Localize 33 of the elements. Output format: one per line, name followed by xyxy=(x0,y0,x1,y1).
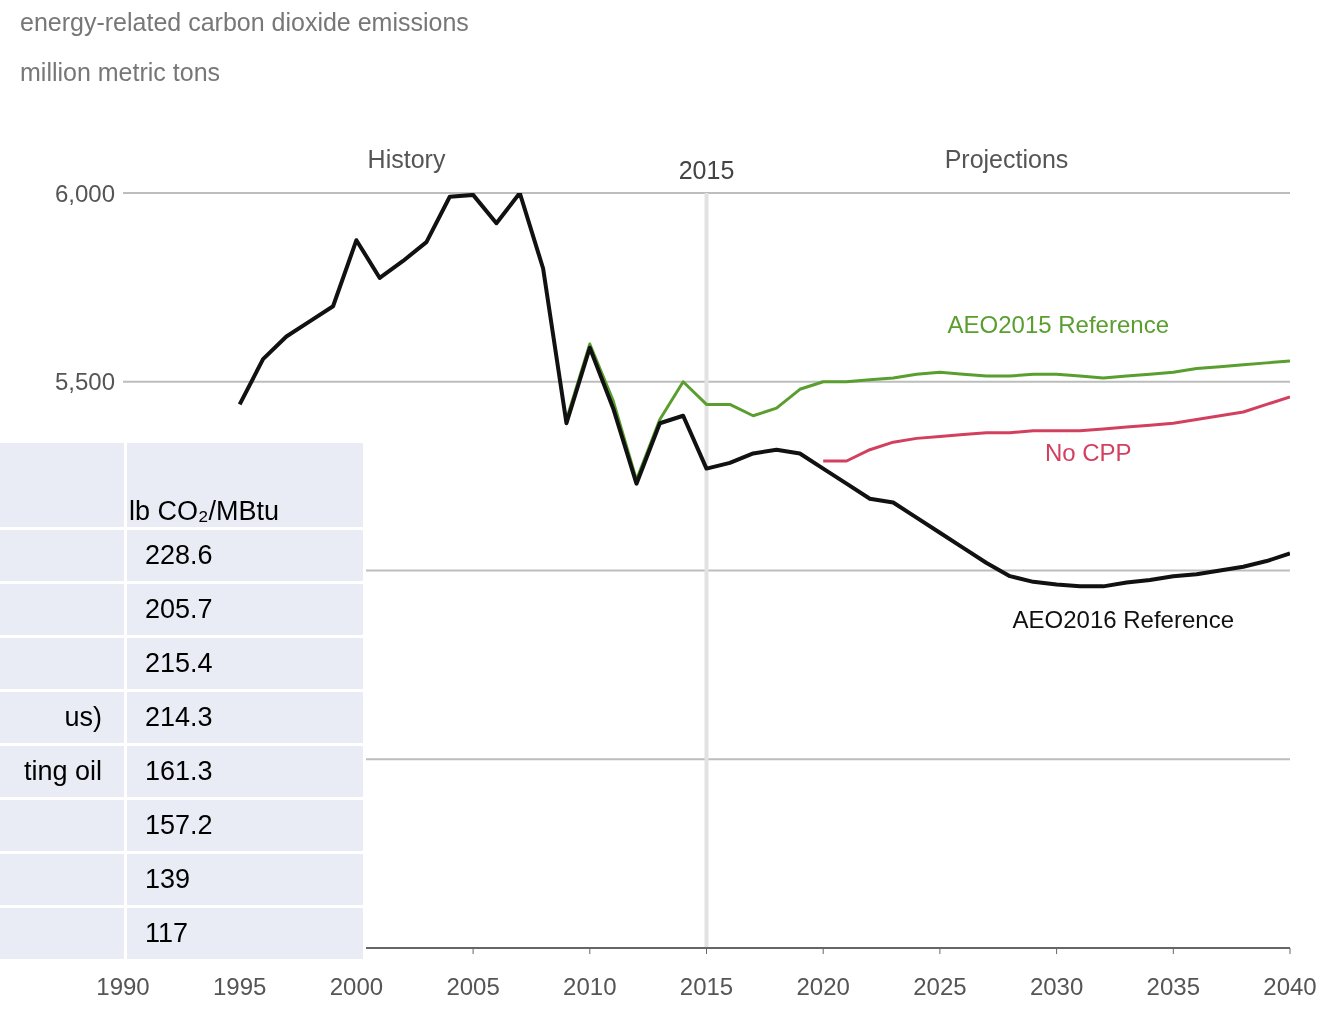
x-tick-label: 1995 xyxy=(213,973,267,1001)
x-tick-label: 2015 xyxy=(679,973,734,1001)
x-tick-label: 2025 xyxy=(913,973,967,1001)
y-tick-label: 5,500 xyxy=(54,368,115,396)
x-tick-label: 2035 xyxy=(1146,973,1200,1001)
x-tick-label: 2030 xyxy=(1029,973,1084,1001)
chart-title: energy-related carbon dioxide emissions xyxy=(20,8,469,37)
data-label: 117 xyxy=(127,908,363,959)
category-label: us) xyxy=(0,692,124,743)
x-tick-label: 2000 xyxy=(329,973,384,1001)
text: History xyxy=(367,145,446,173)
data-label: 157.2 xyxy=(127,800,363,851)
line-series xyxy=(821,395,1290,463)
x-tick-label: 2010 xyxy=(563,973,617,1001)
x-tick-label: 2040 xyxy=(1263,973,1317,1001)
text: lb CO₂/MBtu xyxy=(127,443,363,527)
data-label: 215.4 xyxy=(127,638,363,689)
data-label: 161.3 xyxy=(127,746,363,797)
series-label: AEO2016 Reference xyxy=(1012,606,1235,634)
data-label: 205.7 xyxy=(127,584,363,635)
ref-line-label: 2015 xyxy=(678,156,735,184)
chart-subtitle: million metric tons xyxy=(20,58,221,87)
data-label: 214.3 xyxy=(127,692,363,743)
data-label: 228.6 xyxy=(127,530,363,581)
data-label: 139 xyxy=(127,854,363,905)
series-label: AEO2015 Reference xyxy=(947,310,1170,338)
text: Projections xyxy=(944,145,1069,173)
x-tick-label: 2020 xyxy=(796,973,850,1001)
category-label: ting oil xyxy=(0,746,124,797)
x-tick-label: 2005 xyxy=(446,973,500,1001)
x-tick-label: 1990 xyxy=(96,973,150,1001)
y-tick-label: 6,000 xyxy=(54,179,115,207)
series-label: No CPP xyxy=(1044,438,1132,466)
